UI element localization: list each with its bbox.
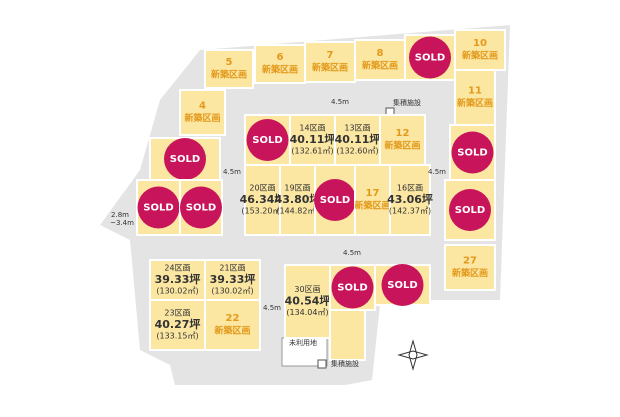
lot xyxy=(204,49,254,89)
lot-name: 10 xyxy=(473,38,487,49)
lot xyxy=(379,114,426,166)
lot-note: 新築区画 xyxy=(384,140,420,152)
sold-marker xyxy=(164,138,206,180)
road-width: 2.8m xyxy=(111,211,129,219)
lot xyxy=(304,41,356,83)
lot-name: 13区画 xyxy=(344,124,370,133)
lot-sqm: (142.37㎡) xyxy=(389,207,431,216)
sold-label: SOLD xyxy=(170,154,200,165)
sold-marker xyxy=(314,179,356,221)
lot-sqm: (132.61㎡) xyxy=(291,147,333,156)
lot-tsubo: 43.80坪 xyxy=(275,193,321,206)
sold-label: SOLD xyxy=(186,203,216,214)
sold-marker xyxy=(137,186,180,229)
lot-name: 23区画 xyxy=(164,309,190,318)
lot-name: 8 xyxy=(377,48,384,59)
sold-marker xyxy=(246,119,289,161)
facility-label: 未利用地 xyxy=(289,338,317,347)
lot-tsubo: 43.06坪 xyxy=(387,193,433,206)
sold-label: SOLD xyxy=(455,205,485,216)
lot xyxy=(329,309,366,361)
lot-name: 27 xyxy=(463,256,477,267)
lot-name: 14区画 xyxy=(299,124,325,133)
facility xyxy=(317,359,327,369)
lot-tsubo: 39.33坪 xyxy=(155,273,201,286)
sold-marker xyxy=(409,36,451,79)
lot xyxy=(444,244,496,291)
compass xyxy=(397,339,429,371)
lot-note: 新築区画 xyxy=(262,64,298,76)
lot-tsubo: 40.54坪 xyxy=(285,295,331,308)
road-width: 4.5m xyxy=(428,168,446,176)
sold-marker xyxy=(381,264,424,306)
lot-name: 4 xyxy=(199,101,206,112)
lot-sqm: (130.02㎡) xyxy=(211,287,253,296)
road-width: 4.5m xyxy=(263,304,281,312)
lot-sqm: (132.60㎡) xyxy=(336,147,378,156)
lot xyxy=(149,299,206,351)
lot-note: 新築区画 xyxy=(312,62,348,74)
lot-name: 17 xyxy=(366,188,380,199)
lot-sqm: (133.15㎡) xyxy=(156,332,198,341)
lot-name: 12 xyxy=(396,128,410,139)
lot xyxy=(179,89,226,136)
lot-name: 16区画 xyxy=(397,184,423,193)
lot-name: 21区画 xyxy=(219,264,245,273)
lot xyxy=(204,299,261,351)
road-width: 4.5m xyxy=(343,249,361,257)
lot-name: 6 xyxy=(277,52,284,63)
lot-tsubo: 39.33坪 xyxy=(210,273,256,286)
lot-sqm: (130.02㎡) xyxy=(156,287,198,296)
lot-note: 新築区画 xyxy=(354,200,390,212)
lot-sqm: (153.20㎡) xyxy=(241,207,283,216)
lot xyxy=(354,164,391,236)
lot-sqm: (134.04㎡) xyxy=(286,308,328,317)
sold-label: SOLD xyxy=(252,135,282,146)
lot-note: 新築区画 xyxy=(214,325,250,337)
lot xyxy=(454,29,506,71)
lot-note: 新築区画 xyxy=(457,97,493,109)
sold-marker xyxy=(451,131,494,174)
road-width: 4.5m xyxy=(331,98,349,106)
lot-tsubo: 40.11坪 xyxy=(335,133,381,146)
lot xyxy=(284,264,331,339)
facility-label: 集積施設 xyxy=(393,98,421,107)
sold-marker xyxy=(449,189,491,231)
sold-label: SOLD xyxy=(415,53,445,64)
lot-name: 20区画 xyxy=(249,184,275,193)
lot-name: 11 xyxy=(468,86,482,97)
sold-label: SOLD xyxy=(143,203,173,214)
lot-note: 新築区画 xyxy=(452,267,488,279)
lot-name: 5 xyxy=(226,57,233,68)
lot-note: 新築区画 xyxy=(184,112,220,124)
sold-label: SOLD xyxy=(320,195,350,206)
lot-name: 24区画 xyxy=(164,264,190,273)
lot xyxy=(204,259,261,301)
lot xyxy=(244,164,281,236)
lot-note: 新築区画 xyxy=(462,50,498,62)
lot-name: 22 xyxy=(226,313,240,324)
lot xyxy=(354,39,406,81)
sold-label: SOLD xyxy=(457,148,487,159)
facility-label: 集積施設 xyxy=(331,359,359,368)
sold-label: SOLD xyxy=(387,280,417,291)
lot-tsubo: 40.11坪 xyxy=(290,133,336,146)
lot-name: 30区画 xyxy=(294,285,320,294)
road-width: ~3.4m xyxy=(110,219,134,227)
sold-label: SOLD xyxy=(337,283,367,294)
lot-tsubo: 40.27坪 xyxy=(155,318,201,331)
lot-tsubo: 46.34坪 xyxy=(240,193,286,206)
lot xyxy=(389,164,431,236)
lot xyxy=(254,44,306,84)
sold-marker xyxy=(180,186,222,229)
road-width: 4.5m xyxy=(223,168,241,176)
lot-name: 7 xyxy=(327,50,334,61)
lot xyxy=(454,69,496,126)
lot-name: 19区画 xyxy=(284,184,310,193)
lot-sqm: (144.82㎡) xyxy=(276,207,318,216)
sold-marker xyxy=(331,266,374,309)
lot-note: 新築区画 xyxy=(211,69,247,81)
lot-note: 新築区画 xyxy=(362,60,398,72)
